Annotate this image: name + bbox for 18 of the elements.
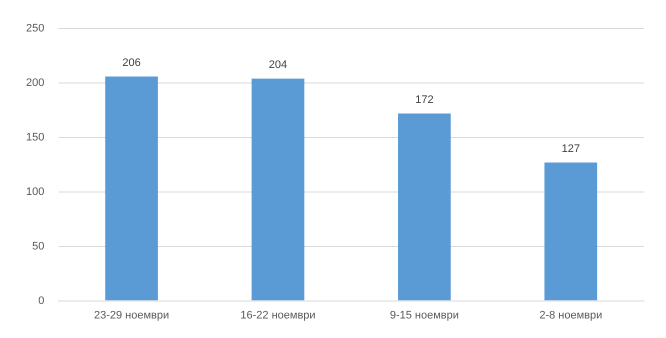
data-label: 172: [415, 94, 434, 106]
bar: [544, 162, 598, 300]
y-tick-label: 0: [38, 294, 44, 307]
bar: [105, 76, 158, 300]
data-label: 127: [562, 143, 580, 156]
x-tick-label: 9-15 ноември: [390, 309, 459, 322]
y-tick-label: 50: [32, 240, 44, 252]
x-tick-label: 16-22 ноември: [240, 309, 316, 322]
x-tick-label: 2-8 ноември: [539, 309, 602, 322]
y-tick-label: 250: [26, 22, 44, 35]
bar: [398, 114, 451, 300]
bar: [252, 78, 304, 300]
data-label: 204: [268, 59, 288, 72]
y-tick-label: 150: [26, 132, 44, 144]
x-tick-label: 23-29 ноември: [94, 309, 170, 322]
y-tick-label: 100: [26, 186, 44, 198]
data-label: 206: [122, 57, 141, 70]
y-tick-label: 200: [26, 77, 44, 90]
